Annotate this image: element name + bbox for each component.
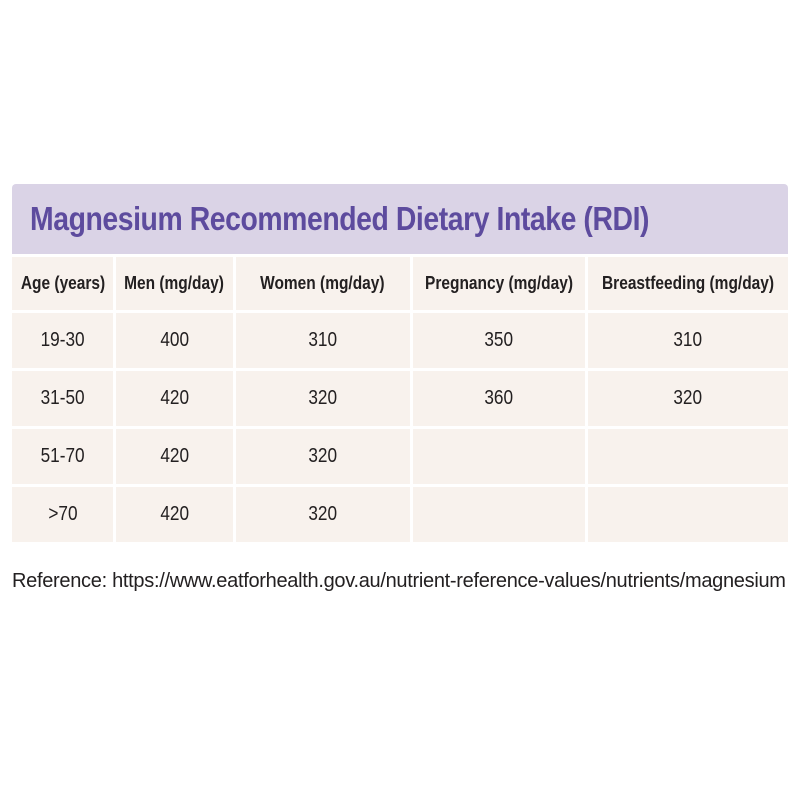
cell-value: 320 xyxy=(308,503,338,525)
column-header-breastfeeding: Breastfeeding (mg/day) xyxy=(587,257,788,310)
table-cell: 400 xyxy=(116,313,233,368)
cell-value: 320 xyxy=(308,387,338,409)
column-header-age: Age (years) xyxy=(12,257,114,310)
table-cell: 360 xyxy=(412,371,585,426)
cell-value: 19-30 xyxy=(40,329,85,351)
cell-value: 400 xyxy=(160,329,189,351)
column-header-label: Age (years) xyxy=(20,273,105,293)
cell-value: 350 xyxy=(484,329,514,351)
cell-value: 310 xyxy=(308,329,338,351)
cell-value: 310 xyxy=(673,329,703,351)
table-cell: 31-50 xyxy=(12,371,114,426)
table-cell: 420 xyxy=(116,371,233,426)
cell-value: 31-50 xyxy=(40,387,85,409)
table-cell: 320 xyxy=(235,371,410,426)
table-cell: 51-70 xyxy=(12,429,114,484)
cell-value: 420 xyxy=(160,503,189,525)
cell-value: 320 xyxy=(673,387,703,409)
table-cell: 350 xyxy=(412,313,585,368)
table-cell xyxy=(412,487,585,542)
table-cell: >70 xyxy=(12,487,114,542)
column-header-label: Men (mg/day) xyxy=(124,273,225,293)
cell-value: 420 xyxy=(160,445,189,467)
table-grid: Age (years) Men (mg/day) Women (mg/day) … xyxy=(12,257,788,542)
cell-value: 360 xyxy=(484,387,514,409)
column-header-pregnancy: Pregnancy (mg/day) xyxy=(412,257,585,310)
column-header-men: Men (mg/day) xyxy=(116,257,233,310)
cell-value: 420 xyxy=(160,387,189,409)
table-title-bar: Magnesium Recommended Dietary Intake (RD… xyxy=(12,184,788,254)
cell-value: 320 xyxy=(308,445,338,467)
table-cell: 19-30 xyxy=(12,313,114,368)
table-cell: 320 xyxy=(235,429,410,484)
table-cell: 420 xyxy=(116,429,233,484)
table-cell: 310 xyxy=(235,313,410,368)
column-header-label: Pregnancy (mg/day) xyxy=(424,273,573,293)
table-cell xyxy=(587,429,788,484)
rdi-table: Magnesium Recommended Dietary Intake (RD… xyxy=(12,184,788,542)
table-cell xyxy=(412,429,585,484)
column-header-label: Women (mg/day) xyxy=(260,273,385,293)
column-header-women: Women (mg/day) xyxy=(235,257,410,310)
cell-value: 51-70 xyxy=(40,445,85,467)
table-cell: 420 xyxy=(116,487,233,542)
reference-text: Reference: https://www.eatforhealth.gov.… xyxy=(12,570,786,592)
cell-value: >70 xyxy=(48,503,78,525)
table-cell xyxy=(587,487,788,542)
table-cell: 320 xyxy=(235,487,410,542)
table-title: Magnesium Recommended Dietary Intake (RD… xyxy=(30,200,650,237)
table-cell: 310 xyxy=(587,313,788,368)
table-cell: 320 xyxy=(587,371,788,426)
column-header-label: Breastfeeding (mg/day) xyxy=(601,273,774,293)
